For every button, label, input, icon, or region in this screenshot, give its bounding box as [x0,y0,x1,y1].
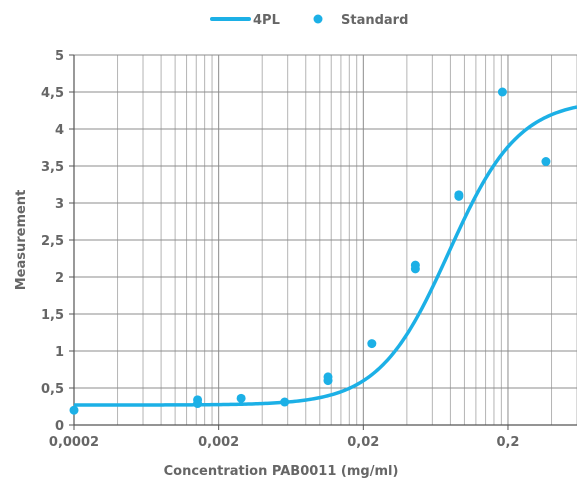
standard-point [497,87,507,97]
y-tick-label: 4,5 [41,86,64,101]
standard-point [236,393,246,403]
y-tick-label: 0 [55,419,64,434]
y-tick-label: 1 [55,345,64,360]
standard-point [280,397,290,407]
standard-point [367,339,377,349]
x-axis-title: Concentration PAB0011 (mg/ml) [164,464,399,479]
y-tick-label: 3 [55,197,64,212]
x-tick-label: 0,02 [347,435,379,450]
standard-point [410,260,420,270]
standard-point [69,405,79,415]
standard-point [541,157,551,167]
legend-standard-marker [313,14,323,24]
y-tick-label: 5 [55,49,64,64]
legend-4pl-label: 4PL [253,13,280,28]
grid [74,54,577,425]
standard-point [193,395,203,405]
standard-point [454,190,464,200]
x-tick-label: 0,0002 [49,435,99,450]
series-4pl-curve [74,105,577,407]
y-tick-label: 0,5 [41,382,64,397]
legend: 4PL Standard [210,13,408,28]
series [69,87,577,415]
legend-standard-label: Standard [341,13,408,28]
y-tick-label: 1,5 [41,308,64,323]
y-tick-label: 2,5 [41,234,64,249]
standard-point [323,372,333,382]
x-tick-label: 0,002 [198,435,239,450]
axes [69,54,577,430]
y-tick-label: 4 [55,123,64,138]
y-tick-label: 2 [55,271,64,286]
y-tick-label: 3,5 [41,160,64,175]
x-tick-label: 0,2 [496,435,519,450]
y-axis-title: Measurement [14,190,29,291]
tick-labels: 0 0,5 1 1,5 2 2,5 3 3,5 4 4,5 5 0,0002 0,002 0,02 0,2 [41,49,520,450]
